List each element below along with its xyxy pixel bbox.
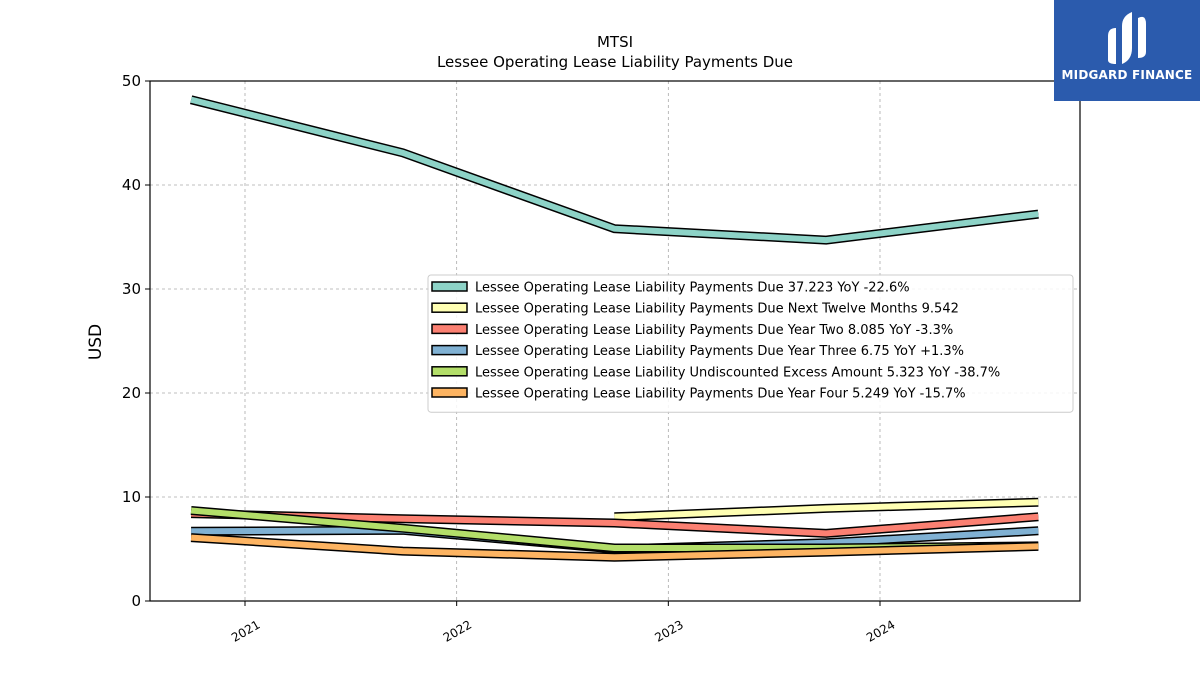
brand-mark-icon — [1108, 12, 1146, 64]
legend: Lessee Operating Lease Liability Payment… — [427, 274, 1074, 413]
y-axis-label: USD — [86, 324, 106, 360]
brand-logo: MIDGARD FINANCE — [1054, 0, 1200, 101]
x-ticks: 2021 2022 2023 2024 — [229, 601, 898, 645]
y-tick-label: 10 — [122, 488, 141, 506]
legend-label: Lessee Operating Lease Liability Payment… — [475, 387, 966, 402]
legend-swatch — [431, 302, 468, 313]
series-line-1 — [614, 499, 1039, 520]
brand-name: MIDGARD FINANCE — [1061, 68, 1193, 82]
series-lines — [190, 95, 1039, 562]
y-tick-label: 40 — [122, 176, 141, 194]
y-ticks: 0 10 20 30 40 50 — [122, 72, 150, 610]
x-tick-label: 2021 — [229, 617, 262, 644]
chart-title: MTSI — [597, 33, 633, 51]
series-line-0 — [190, 96, 1039, 244]
y-tick-label: 20 — [122, 384, 141, 402]
x-tick-label: 2023 — [652, 617, 685, 644]
series-outline-0 — [190, 95, 1039, 245]
x-tick-label: 2022 — [441, 617, 474, 644]
series-line-5 — [190, 534, 1039, 561]
legend-box — [427, 274, 1074, 413]
y-tick-label: 30 — [122, 280, 141, 298]
legend-swatch — [431, 323, 468, 335]
x-tick-label: 2024 — [864, 617, 897, 644]
legend-swatch — [431, 344, 468, 356]
chart-subtitle: Lessee Operating Lease Liability Payment… — [437, 53, 793, 71]
legend-swatch — [431, 387, 468, 398]
y-tick-label: 50 — [122, 72, 141, 90]
legend-swatch — [431, 366, 468, 377]
legend-label: Lessee Operating Lease Liability Payment… — [475, 302, 959, 317]
legend-label: Lessee Operating Lease Liability Payment… — [475, 323, 953, 338]
legend-label: Lessee Operating Lease Liability Undisco… — [475, 365, 1000, 380]
y-tick-label: 0 — [131, 592, 141, 610]
plot-frame — [149, 80, 1081, 602]
legend-label: Lessee Operating Lease Liability Payment… — [475, 281, 910, 296]
legend-swatch — [431, 281, 468, 292]
legend-label: Lessee Operating Lease Liability Payment… — [475, 344, 964, 359]
